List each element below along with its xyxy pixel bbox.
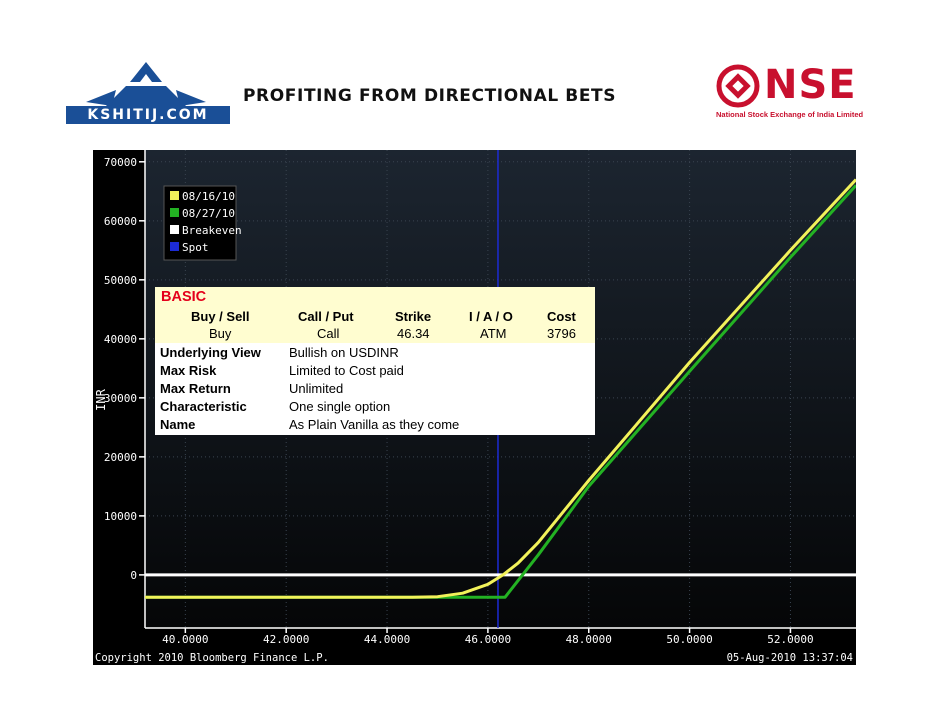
- row-value-underlying-view: Bullish on USDINR: [289, 345, 399, 360]
- legend-label-08-16-10: 08/16/10: [182, 190, 235, 203]
- series-line-08-16-10: [145, 178, 858, 599]
- row-label-underlying-view: Underlying View: [160, 345, 261, 360]
- x-tick-label: 46.0000: [465, 633, 511, 646]
- kshitij-logo-icon: [66, 62, 230, 124]
- col-strike: Strike: [395, 309, 432, 324]
- x-tick-label: 48.0000: [566, 633, 612, 646]
- nse-logo-subtext: National Stock Exchange of India Limited: [716, 110, 864, 119]
- y-tick-label: 20000: [104, 451, 137, 464]
- kshitij-logo-text: KSHITIJ.COM: [87, 107, 209, 123]
- strategy-header: BASIC: [161, 289, 207, 305]
- y-tick-label: 30000: [104, 392, 137, 405]
- nse-emblem-icon: [716, 64, 760, 108]
- x-tick-label: 52.0000: [767, 633, 813, 646]
- col-cost: Cost: [547, 309, 576, 324]
- row-label-max-return: Max Return: [160, 381, 231, 396]
- val-strike: 46.34: [397, 326, 430, 341]
- row-value-characteristic: One single option: [289, 399, 391, 414]
- val-cost: 3796: [547, 326, 576, 341]
- kshitij-logo: KSHITIJ.COM: [66, 62, 230, 124]
- val-call-put: Call: [317, 326, 340, 341]
- x-tick-label: 44.0000: [364, 633, 410, 646]
- row-label-max-risk: Max Risk: [160, 363, 217, 378]
- nse-logo-text: NSE: [764, 62, 857, 108]
- y-tick-label: 70000: [104, 156, 137, 169]
- x-tick-label: 42.0000: [263, 633, 309, 646]
- legend-swatch-08-16-10: [170, 191, 179, 200]
- val-buy-sell: Buy: [209, 326, 232, 341]
- y-tick-label: 50000: [104, 274, 137, 287]
- legend-swatch-spot: [170, 242, 179, 251]
- col-iao: I / A / O: [469, 309, 513, 324]
- legend-label-breakeven: Breakeven: [182, 224, 242, 237]
- nse-logo: NSE National Stock Exchange of India Lim…: [716, 62, 864, 120]
- y-tick-label: 40000: [104, 333, 137, 346]
- y-tick-label: 10000: [104, 510, 137, 523]
- legend-label-spot: Spot: [182, 241, 209, 254]
- legend-swatch-08-27-10: [170, 208, 179, 217]
- legend-swatch-breakeven: [170, 225, 179, 234]
- series-line-08-27-10: [145, 184, 858, 599]
- row-label-name: Name: [160, 417, 196, 432]
- y-tick-label: 0: [130, 569, 137, 582]
- row-label-characteristic: Characteristic: [160, 399, 247, 414]
- chart-timestamp: 05-Aug-2010 13:37:04: [727, 652, 853, 664]
- col-buy-sell: Buy / Sell: [191, 309, 250, 324]
- y-axis-label: INR: [94, 388, 108, 410]
- x-tick-label: 50.0000: [666, 633, 712, 646]
- strategy-summary-box: BASIC Buy / Sell Call / Put Strike I / A…: [155, 287, 595, 435]
- col-call-put: Call / Put: [298, 309, 354, 324]
- legend-label-08-27-10: 08/27/10: [182, 207, 235, 220]
- val-iao: ATM: [480, 326, 507, 341]
- page-title: PROFITING FROM DIRECTIONAL BETS: [243, 86, 617, 106]
- row-value-name: As Plain Vanilla as they come: [289, 417, 460, 432]
- row-value-max-return: Unlimited: [289, 381, 344, 396]
- legend: 08/16/10 08/27/10 Breakeven Spot: [163, 185, 242, 261]
- y-tick-label: 60000: [104, 215, 137, 228]
- row-value-max-risk: Limited to Cost paid: [289, 363, 404, 378]
- chart-copyright: Copyright 2010 Bloomberg Finance L.P.: [95, 652, 329, 664]
- strategy-details: Underlying View Bullish on USDINR Max Ri…: [155, 343, 595, 435]
- x-tick-label: 40.0000: [162, 633, 208, 646]
